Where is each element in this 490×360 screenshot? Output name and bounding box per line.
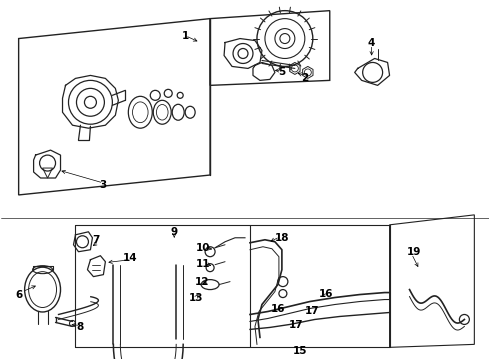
Text: 13: 13 (189, 293, 203, 302)
Text: 9: 9 (171, 227, 178, 237)
Text: 14: 14 (123, 253, 138, 263)
Text: 17: 17 (289, 320, 303, 330)
Text: 18: 18 (275, 233, 289, 243)
Text: 16: 16 (270, 305, 285, 315)
Text: 10: 10 (196, 243, 210, 253)
Text: 7: 7 (93, 235, 100, 245)
Text: 15: 15 (293, 346, 307, 356)
Text: 3: 3 (100, 180, 107, 190)
Text: 16: 16 (318, 289, 333, 298)
Text: 11: 11 (196, 259, 210, 269)
Text: 4: 4 (368, 37, 375, 48)
Text: 5: 5 (278, 67, 286, 77)
Text: 19: 19 (406, 247, 421, 257)
Text: 2: 2 (301, 73, 308, 84)
Text: 6: 6 (15, 289, 22, 300)
Text: 1: 1 (182, 31, 189, 41)
Text: 8: 8 (77, 323, 84, 332)
Text: 12: 12 (195, 276, 209, 287)
Text: 17: 17 (304, 306, 319, 316)
